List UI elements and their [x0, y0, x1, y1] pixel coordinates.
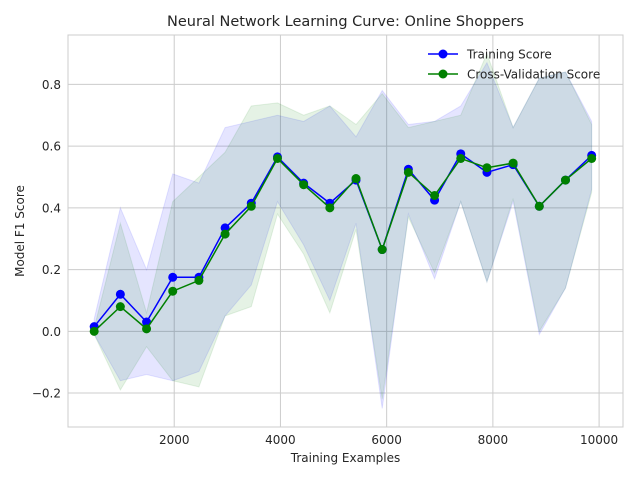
legend: Training Score Cross-Validation Score	[428, 48, 600, 82]
grid	[68, 35, 623, 427]
y-tick-label: −0.2	[32, 387, 61, 401]
x-tick-label: 6000	[371, 433, 402, 447]
legend-marker	[438, 69, 448, 79]
plot-frame	[67, 34, 624, 428]
x-axis-label: Training Examples	[290, 451, 400, 465]
data-point	[560, 175, 570, 185]
y-tick-label: 0.6	[42, 140, 61, 154]
tick-labels: 2000 4000 6000 8000 10000 −0.2 0.0 0.2 0.4 0.6 0.8	[32, 78, 618, 447]
data-point	[168, 286, 178, 296]
data-point	[403, 167, 413, 177]
data-point	[299, 180, 309, 190]
data-point	[377, 245, 387, 255]
data-point	[325, 203, 335, 213]
data-point	[351, 174, 361, 184]
data-point	[115, 302, 125, 312]
x-tick-label: 8000	[478, 433, 509, 447]
data-point	[272, 153, 282, 163]
data-point	[142, 324, 152, 334]
data-point	[89, 326, 99, 336]
legend-entry-label: Cross-Validation Score	[467, 68, 600, 82]
series-lines	[89, 149, 597, 336]
data-point	[456, 153, 466, 163]
data-point	[482, 163, 492, 173]
confidence-band	[93, 52, 593, 400]
data-point	[194, 275, 204, 285]
legend-entry-label: Training Score	[466, 48, 552, 62]
plot-area	[68, 35, 623, 427]
data-point	[534, 201, 544, 211]
data-point	[430, 191, 440, 201]
confidence-band	[93, 61, 593, 409]
legend-marker	[438, 49, 448, 59]
data-point	[587, 153, 597, 163]
data-point	[220, 223, 230, 233]
x-tick-label: 10000	[580, 433, 618, 447]
y-tick-label: 0.2	[42, 263, 61, 277]
data-point	[220, 229, 230, 239]
chart-title: Neural Network Learning Curve: Online Sh…	[167, 14, 524, 30]
y-tick-label: 0.4	[42, 201, 61, 215]
confidence-bands	[93, 52, 593, 409]
data-point	[246, 201, 256, 211]
x-tick-label: 2000	[159, 433, 190, 447]
data-point	[168, 272, 178, 282]
data-point	[508, 158, 518, 168]
x-tick-label: 4000	[265, 433, 296, 447]
y-tick-label: 0.0	[42, 325, 61, 339]
y-tick-label: 0.8	[42, 78, 61, 92]
data-point	[115, 289, 125, 299]
y-axis-label: Model F1 Score	[13, 185, 27, 277]
